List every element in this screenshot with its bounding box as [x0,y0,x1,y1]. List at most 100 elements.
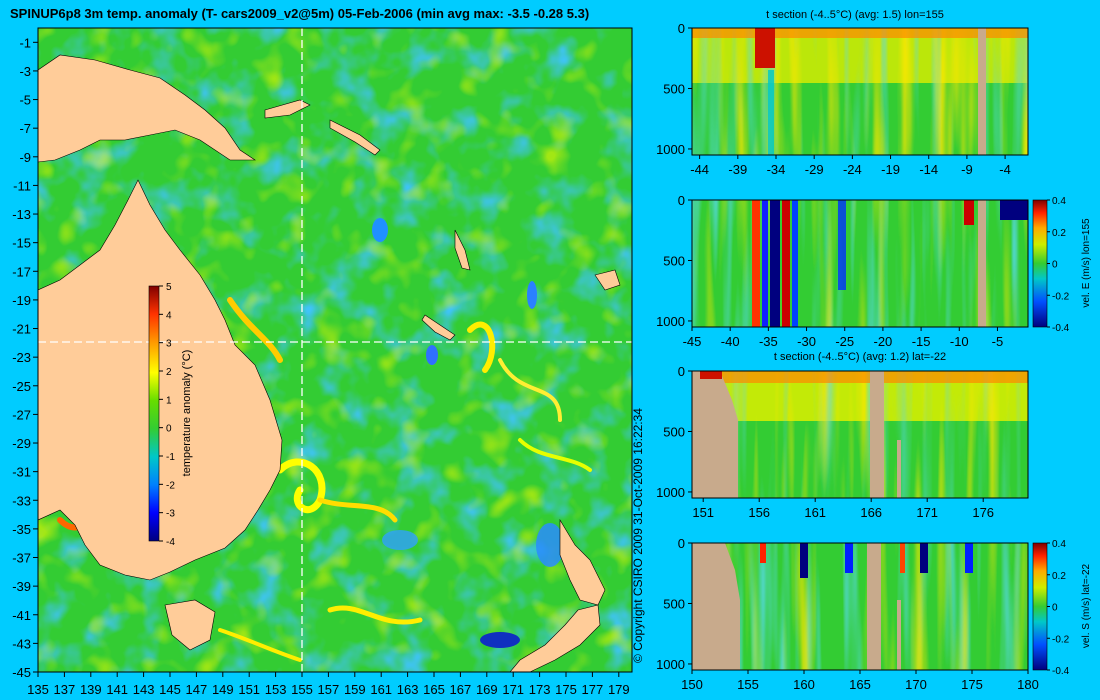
y-tick-label: -9 [19,150,31,165]
y-tick-label: -11 [13,178,31,193]
fiji [594,269,621,291]
x-tick-label: -45 [683,334,702,349]
x-tick-label: 176 [972,505,994,520]
australia [38,179,283,581]
x-tick-label: -25 [835,334,854,349]
x-tick-label: -44 [690,162,709,177]
colorbar-tick-label: 5 [166,282,172,293]
x-tick-label: 159 [344,682,366,697]
y-tick-label: 500 [663,424,685,439]
y-tick-label: 0 [678,536,685,551]
x-tick-label: 171 [916,505,938,520]
x-tick-label: -9 [961,162,973,177]
x-tick-label: 145 [159,682,181,697]
new-caledonia [421,314,456,341]
vel-s-panel [691,542,1029,671]
y-tick-label: -29 [12,436,31,451]
x-tick-label: 163 [397,682,419,697]
y-tick-label: -39 [12,579,31,594]
x-tick-label: -19 [881,162,900,177]
x-tick-label: 151 [238,682,260,697]
y-tick-label: -23 [12,350,31,365]
colorbar-tick-label: 0.4 [1052,196,1066,207]
y-tick-label: -33 [12,493,31,508]
x-tick-label: -24 [843,162,862,177]
x-tick-label: 135 [27,682,49,697]
y-tick-label: -3 [19,64,31,79]
x-tick-label: 165 [849,677,871,692]
x-tick-label: -10 [950,334,969,349]
x-tick-label: 150 [681,677,703,692]
y-tick-label: -7 [19,121,31,136]
new-zealand-south [509,604,601,672]
x-tick-label: 167 [450,682,472,697]
y-tick-label: -35 [12,522,31,537]
x-tick-label: 161 [804,505,826,520]
x-tick-label: 137 [54,682,76,697]
colorbar-gradient [148,285,160,542]
x-tick-label: 170 [905,677,927,692]
vel-e-panel [691,199,1029,328]
y-tick-label: -25 [12,379,31,394]
x-tick-label: 139 [80,682,102,697]
colorbar-tick-label: 0.4 [1052,539,1066,550]
x-tick-label: -30 [797,334,816,349]
x-tick-label: 173 [529,682,551,697]
x-tick-label: 161 [370,682,392,697]
x-tick-label: 155 [737,677,759,692]
colorbar-tick-label: 0 [1052,603,1058,614]
colorbar-tick-label: 3 [166,339,172,350]
x-tick-label: 143 [133,682,155,697]
colorbar-tick-label: -2 [166,480,175,491]
map-panel [38,28,632,672]
y-tick-label: -21 [12,322,31,337]
x-tick-label: 171 [502,682,524,697]
colorbar-tick-label: 0 [1052,260,1058,271]
x-tick-label: 175 [555,682,577,697]
x-tick-label: -29 [805,162,824,177]
copyright-text: © Copyright CSIRO 2009 31-Oct-2009 16:22… [631,408,645,663]
vel-e-colorbar-label: vel. E (m/s) lon=155 [1081,218,1092,308]
x-tick-label: -35 [759,334,778,349]
y-tick-label: 500 [663,81,685,96]
x-tick-label: -40 [721,334,740,349]
y-tick-label: -37 [12,551,31,566]
x-tick-label: 160 [793,677,815,692]
colorbar-tick-label: 0 [166,424,172,435]
x-tick-label: 175 [961,677,983,692]
colorbar-tick-label: -0.2 [1052,291,1070,302]
map-x-ticks: 135 137 139 141 143 145 147 149 151 153 155 157 159 1… [27,672,630,697]
colorbar-tick-label: 4 [166,310,172,321]
x-tick-label: 149 [212,682,234,697]
y-tick-label: -19 [12,293,31,308]
colorbar-tick-label: 1 [166,395,172,406]
colorbar-tick-label: -0.4 [1052,323,1070,334]
temp-lon-title: t section (-4..5°C) (avg: 1.5) lon=155 [766,9,944,21]
x-tick-label: -14 [919,162,938,177]
temp-lon-panel [691,27,1029,156]
x-tick-label: 147 [186,682,208,697]
x-tick-label: -20 [874,334,893,349]
x-tick-label: 166 [860,505,882,520]
y-tick-label: -1 [19,35,31,50]
new-britain [264,99,311,119]
x-tick-label: -34 [767,162,786,177]
map-frame [37,27,633,673]
y-tick-label: -45 [12,665,31,680]
section-land [978,200,986,327]
y-tick-label: -13 [12,207,31,222]
colorbar-tick-label: 0.2 [1052,571,1066,582]
colorbar-tick-label: 0.2 [1052,228,1066,239]
y-tick-label: 1000 [656,485,685,500]
x-tick-label: 153 [265,682,287,697]
y-tick-label: -31 [12,465,31,480]
colorbar-tick-label: -3 [166,509,175,520]
y-tick-label: 1000 [656,657,685,672]
colorbar-ticks: 5 4 3 2 1 0 -1 -2 -3 -4 [159,282,175,548]
x-tick-label: 180 [1017,677,1039,692]
x-tick-label: 151 [692,505,714,520]
y-tick-label: -41 [12,608,31,623]
temp-lat-ticks: 151 156 161 166 171 176 0 500 1000 [656,364,994,520]
x-tick-label: -39 [728,162,747,177]
